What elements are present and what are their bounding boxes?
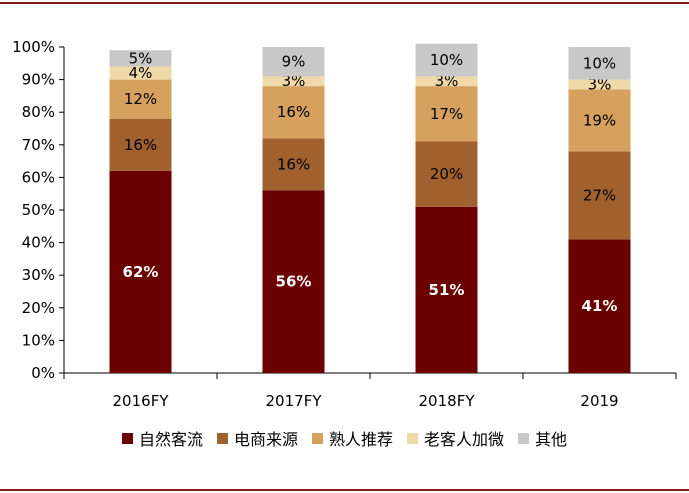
data-label: 20% <box>430 165 463 183</box>
legend-label: 电商来源 <box>233 430 298 449</box>
data-label: 4% <box>129 64 153 82</box>
legend-swatch <box>407 432 418 444</box>
x-tick-label: 2016FY <box>113 392 170 410</box>
bar-segment-2-2018FY <box>415 141 478 207</box>
data-label: 3% <box>588 75 612 93</box>
data-label: 3% <box>282 72 306 90</box>
y-tick-label: 10% <box>22 331 55 349</box>
bar-segment-4-2016FY <box>109 66 172 80</box>
bar-segment-1-2018FY <box>415 206 478 373</box>
bar-segment-1-2016FY <box>109 170 172 373</box>
bar-segment-1-2019 <box>568 239 631 373</box>
y-tick-label: 90% <box>22 71 55 89</box>
bar-segment-4-2017FY <box>262 76 325 87</box>
legend-item: 其他 <box>518 426 567 450</box>
y-tick-label: 80% <box>22 103 55 121</box>
legend-swatch <box>216 432 228 444</box>
data-label: 19% <box>583 111 616 129</box>
bar-segment-5-2019 <box>568 47 631 80</box>
x-tick-label: 2019 <box>580 392 618 410</box>
top-border <box>0 2 689 4</box>
axes: 0% 10% 20% 30% 40% 50% 60% 70% 80% 90% 100% 2016FY 2… <box>12 38 677 410</box>
legend-item: 老客人加微 <box>407 426 504 450</box>
data-label: 16% <box>277 155 310 173</box>
legend-swatch <box>311 432 323 444</box>
y-tick-label: 40% <box>22 234 55 252</box>
data-label: 5% <box>129 49 153 67</box>
y-tick-label: 30% <box>22 266 55 284</box>
bar-segment-3-2019 <box>568 89 631 152</box>
data-label: 9% <box>282 53 306 71</box>
legend-label: 老客人加微 <box>424 430 505 449</box>
bar-segment-5-2018FY <box>415 43 478 77</box>
stacked-bar-chart: 0% 10% 20% 30% 40% 50% 60% 70% 80% 90% 100% 2016FY 2… <box>12 38 677 410</box>
legend-item: 自然客流 <box>121 426 203 450</box>
bar-segment-5-2017FY <box>262 47 325 77</box>
data-label: 12% <box>124 90 157 108</box>
data-label: 10% <box>430 51 463 69</box>
legend-label: 其他 <box>535 430 568 449</box>
legend-label: 自然客流 <box>138 430 203 449</box>
data-label: 10% <box>583 54 616 72</box>
data-label: 62% <box>123 263 159 281</box>
legend-swatch <box>121 432 133 444</box>
bottom-border <box>0 489 689 491</box>
bar-segment-2-2017FY <box>262 138 325 191</box>
x-tick-label: 2018FY <box>419 392 476 410</box>
bar-segment-3-2017FY <box>262 86 325 139</box>
y-tick-label: 20% <box>22 299 55 317</box>
y-tick-label: 0% <box>31 364 55 382</box>
bar-segment-4-2019 <box>568 79 631 90</box>
data-label: 3% <box>435 72 459 90</box>
data-label: 16% <box>277 103 310 121</box>
y-tick-label: 70% <box>22 136 55 154</box>
data-label: 17% <box>430 105 463 123</box>
bar-segment-2-2019 <box>568 151 631 240</box>
bar-segment-4-2018FY <box>415 76 478 87</box>
legend-item: 熟人推荐 <box>311 426 393 450</box>
bar-segment-3-2016FY <box>109 79 172 119</box>
legend-label: 熟人推荐 <box>328 430 393 449</box>
data-label: 56% <box>276 273 312 291</box>
data-label: 16% <box>124 136 157 154</box>
x-tick-label: 2017FY <box>266 392 323 410</box>
y-tick-label: 60% <box>22 168 55 186</box>
data-label: 51% <box>429 281 465 299</box>
bars: 62%16%12%4%5%56%16%16%3%9%51%20%17%3%10%… <box>109 43 631 373</box>
bar-segment-1-2017FY <box>262 190 325 373</box>
bar-segment-2-2016FY <box>109 118 172 171</box>
legend-item: 电商来源 <box>216 426 298 450</box>
legend: 自然客流 电商来源 熟人推荐 老客人加微 其他 <box>0 426 689 450</box>
y-tick-label: 50% <box>22 201 55 219</box>
legend-swatch <box>518 432 530 444</box>
y-tick-label: 100% <box>12 38 55 56</box>
data-label: 27% <box>583 186 616 204</box>
bar-segment-5-2016FY <box>109 50 172 67</box>
bar-segment-3-2018FY <box>415 86 478 142</box>
data-label: 41% <box>582 297 618 315</box>
